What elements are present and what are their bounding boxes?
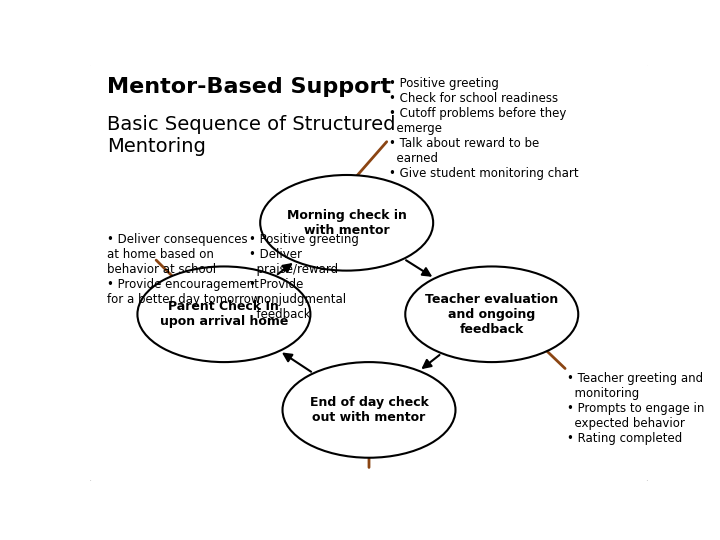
- Text: Morning check in
with mentor: Morning check in with mentor: [287, 209, 407, 237]
- Text: • Deliver consequences
at home based on
behavior at school
• Provide encourageme: • Deliver consequences at home based on …: [107, 233, 260, 306]
- Ellipse shape: [260, 175, 433, 271]
- Ellipse shape: [405, 266, 578, 362]
- FancyBboxPatch shape: [87, 63, 651, 483]
- Ellipse shape: [138, 266, 310, 362]
- Text: Basic Sequence of Structured
Mentoring: Basic Sequence of Structured Mentoring: [107, 114, 395, 156]
- Text: • Teacher greeting and
  monitoring
• Prompts to engage in
  expected behavior
•: • Teacher greeting and monitoring • Prom…: [567, 373, 704, 446]
- Text: Mentor-Based Support: Mentor-Based Support: [107, 77, 391, 97]
- Ellipse shape: [282, 362, 456, 458]
- Text: • Positive greeting
• Check for school readiness
• Cutoff problems before they
 : • Positive greeting • Check for school r…: [389, 77, 578, 180]
- Text: End of day check
out with mentor: End of day check out with mentor: [310, 396, 428, 424]
- Text: • Positive greeting
• Deliver
  praise/reward
• Provide
  nonjudgmental
  feedba: • Positive greeting • Deliver praise/rew…: [249, 233, 359, 321]
- Text: Teacher evaluation
and ongoing
feedback: Teacher evaluation and ongoing feedback: [425, 293, 559, 336]
- Text: Parent Check In
upon arrival home: Parent Check In upon arrival home: [160, 300, 288, 328]
